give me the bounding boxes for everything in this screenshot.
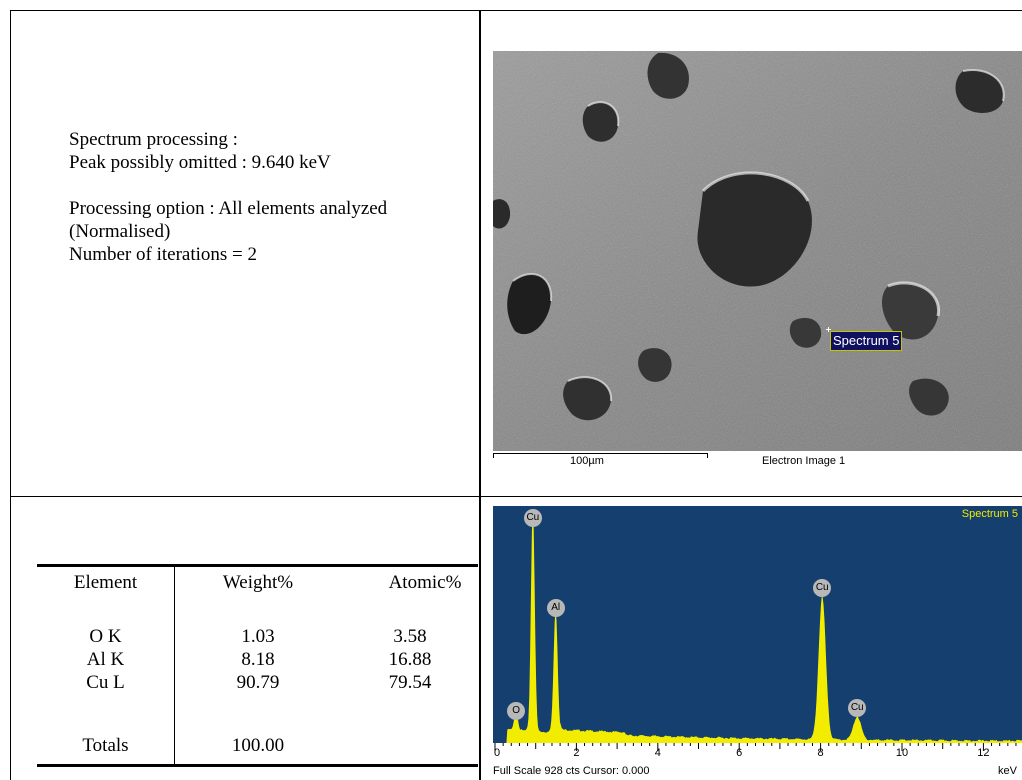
composition-table-divider xyxy=(174,566,175,764)
peak-label: O xyxy=(507,702,526,721)
eds-spectrum-svg xyxy=(493,514,1022,766)
header-weight: Weight% xyxy=(222,572,294,593)
peak-label: Al xyxy=(546,598,565,617)
composition-table-top-rule xyxy=(37,564,478,567)
peak-label: Cu xyxy=(523,509,542,527)
peak-label: Cu xyxy=(848,698,867,717)
table-border-middle xyxy=(479,10,481,780)
spectrum-area xyxy=(495,514,1022,743)
row-element: O K xyxy=(89,626,122,647)
totals-weight: 100.00 xyxy=(231,735,285,756)
electron-image-texture xyxy=(493,51,1022,451)
row-element: Al K xyxy=(86,649,125,670)
table-border-left xyxy=(10,10,11,780)
scale-bar-tick-left xyxy=(493,453,494,458)
x-tick-label: 12 xyxy=(977,747,990,759)
table-border-row-divider xyxy=(10,496,1022,497)
processing-option-text: Processing option : All elements analyze… xyxy=(69,198,388,219)
row-weight: 8.18 xyxy=(241,649,275,670)
processing-title: Spectrum processing : xyxy=(69,129,238,150)
composition-table-bottom-rule xyxy=(37,764,478,767)
table-border-top xyxy=(10,10,1022,11)
row-atomic: 3.58 xyxy=(393,626,427,647)
x-tick-label: 6 xyxy=(736,747,743,759)
totals-label: Totals xyxy=(82,735,129,756)
electron-image xyxy=(493,51,1022,451)
row-element: Cu L xyxy=(86,672,125,693)
row-weight: 90.79 xyxy=(236,672,280,693)
x-tick-label: 2 xyxy=(573,747,580,759)
x-axis-label: keV xyxy=(998,765,1017,777)
x-tick-label: 4 xyxy=(654,747,661,759)
scale-bar-label: 100µm xyxy=(570,455,604,467)
electron-image-caption: Electron Image 1 xyxy=(762,455,846,467)
peak-label: Cu xyxy=(813,578,832,597)
row-atomic: 16.88 xyxy=(388,649,432,670)
row-weight: 1.03 xyxy=(241,626,275,647)
normalised-text: (Normalised) xyxy=(69,221,171,242)
spectrum-title: Spectrum 5 xyxy=(961,508,1018,520)
processing-info: Spectrum processing : Peak possibly omit… xyxy=(69,128,387,266)
header-atomic: Atomic% xyxy=(388,572,462,593)
x-axis-strip xyxy=(493,743,1022,766)
peak-omitted-text: Peak possibly omitted : 9.640 keV xyxy=(69,152,331,173)
x-tick-label: 8 xyxy=(817,747,824,759)
spectrum-footer: Full Scale 928 cts Cursor: 0.000 xyxy=(493,765,650,777)
x-tick-label: 0 xyxy=(493,747,501,759)
scale-bar xyxy=(493,453,708,454)
scale-bar-tick-right xyxy=(707,453,708,458)
spectrum-marker-icon xyxy=(826,327,831,332)
header-element: Element xyxy=(73,572,138,593)
spectrum-location-label: Spectrum 5 xyxy=(830,331,903,351)
eds-spectrum-plot xyxy=(493,506,1022,766)
row-atomic: 79.54 xyxy=(388,672,432,693)
iterations-text: Number of iterations = 2 xyxy=(69,244,258,265)
x-tick-label: 10 xyxy=(895,747,909,759)
